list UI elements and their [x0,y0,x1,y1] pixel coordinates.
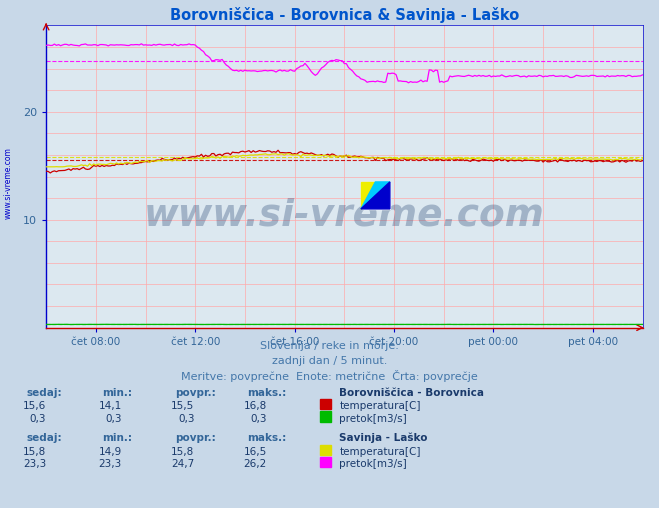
Text: povpr.:: povpr.: [175,388,215,398]
Text: min.:: min.: [102,433,132,443]
Text: pretok[m3/s]: pretok[m3/s] [339,459,407,469]
Text: maks.:: maks.: [247,388,287,398]
Text: povpr.:: povpr.: [175,433,215,443]
Text: sedaj:: sedaj: [26,388,62,398]
Text: sedaj:: sedaj: [26,433,62,443]
Text: 15,8: 15,8 [23,447,46,457]
Text: min.:: min.: [102,388,132,398]
Title: Borovniščica - Borovnica & Savinja - Laško: Borovniščica - Borovnica & Savinja - Laš… [170,7,519,23]
Text: 24,7: 24,7 [171,459,194,469]
Text: www.si-vreme.com: www.si-vreme.com [3,147,13,219]
Text: 16,5: 16,5 [244,447,267,457]
Text: 14,9: 14,9 [99,447,122,457]
Polygon shape [361,182,390,209]
Text: 26,2: 26,2 [244,459,267,469]
Text: www.si-vreme.com: www.si-vreme.com [144,198,545,234]
Text: Savinja - Laško: Savinja - Laško [339,433,428,443]
Text: 15,6: 15,6 [23,401,46,411]
Text: 0,3: 0,3 [178,414,194,424]
Text: 0,3: 0,3 [105,414,122,424]
Text: 14,1: 14,1 [99,401,122,411]
Text: pretok[m3/s]: pretok[m3/s] [339,414,407,424]
Text: 0,3: 0,3 [30,414,46,424]
Text: Borovniščica - Borovnica: Borovniščica - Borovnica [339,388,484,398]
Text: 0,3: 0,3 [250,414,267,424]
Text: temperatura[C]: temperatura[C] [339,401,421,411]
Polygon shape [361,182,390,209]
Text: Meritve: povprečne  Enote: metrične  Črta: povprečje: Meritve: povprečne Enote: metrične Črta:… [181,370,478,382]
Text: zadnji dan / 5 minut.: zadnji dan / 5 minut. [272,356,387,366]
Polygon shape [361,182,376,209]
Text: 15,8: 15,8 [171,447,194,457]
Text: 16,8: 16,8 [244,401,267,411]
Text: 15,5: 15,5 [171,401,194,411]
Text: 23,3: 23,3 [99,459,122,469]
Text: 23,3: 23,3 [23,459,46,469]
Text: Slovenija / reke in morje.: Slovenija / reke in morje. [260,341,399,352]
Text: maks.:: maks.: [247,433,287,443]
Bar [361,182,390,209]
Text: temperatura[C]: temperatura[C] [339,447,421,457]
